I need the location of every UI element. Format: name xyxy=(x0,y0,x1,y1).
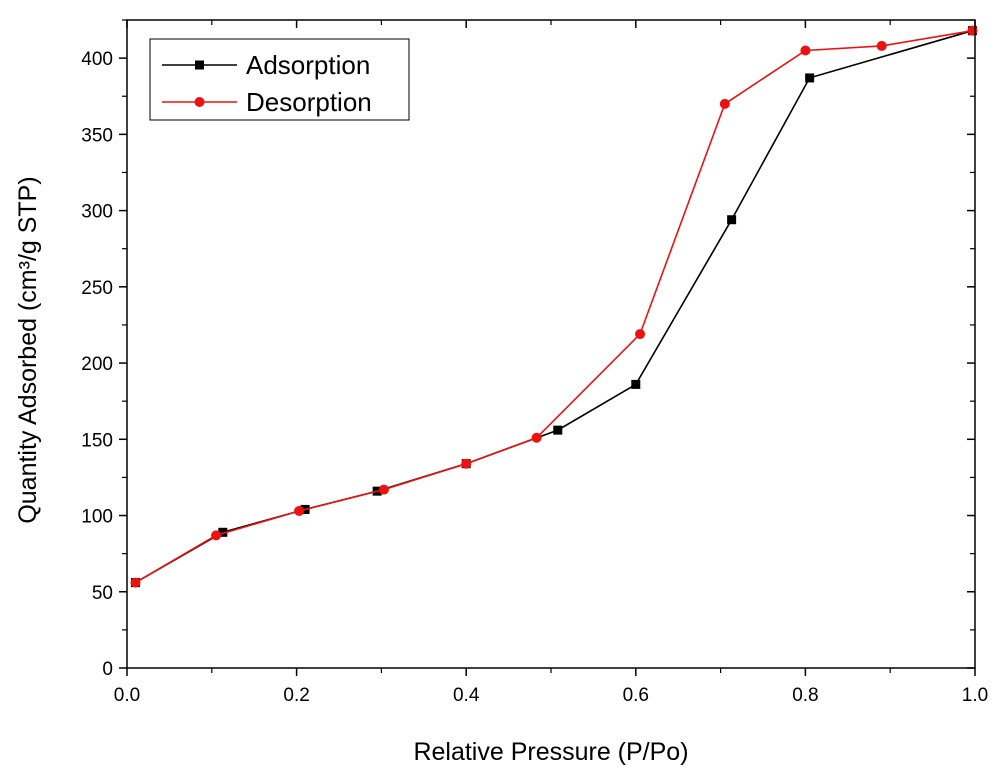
y-tick-label: 0 xyxy=(102,659,113,680)
desorption-point xyxy=(800,45,811,56)
legend-item-desorption: Desorption xyxy=(162,87,372,117)
adsorption-point xyxy=(727,215,737,225)
y-tick-label: 350 xyxy=(81,125,113,146)
desorption-point xyxy=(461,458,472,469)
adsorption-point xyxy=(805,73,815,83)
desorption-point xyxy=(719,98,730,109)
plot-frame xyxy=(126,19,976,669)
series-layer xyxy=(130,25,978,588)
x-tick-label: 1.0 xyxy=(962,685,988,706)
x-tick-label: 0.0 xyxy=(114,685,140,706)
desorption-point xyxy=(635,329,646,340)
y-tick-label: 150 xyxy=(81,430,113,451)
y-tick-label: 250 xyxy=(81,278,113,299)
minor-ticks xyxy=(122,19,975,673)
adsorption-point xyxy=(553,425,563,435)
series-desorption xyxy=(130,25,978,588)
y-tick-label: 200 xyxy=(81,354,113,375)
adsorption-point xyxy=(631,379,641,389)
desorption-point xyxy=(876,40,887,51)
x-tick-label: 0.2 xyxy=(283,685,309,706)
desorption-point xyxy=(294,505,305,516)
legend: Adsorption Desorption xyxy=(149,38,410,121)
x-tick-label: 0.8 xyxy=(792,685,818,706)
legend-label: Adsorption xyxy=(246,50,370,80)
adsorption-point xyxy=(218,527,228,537)
major-ticks xyxy=(119,20,976,676)
y-tick-label: 50 xyxy=(92,583,113,604)
desorption-point xyxy=(130,577,141,588)
y-axis-title: Quantity Adsorbed (cm³/g STP) xyxy=(14,176,42,523)
desorption-point xyxy=(531,432,542,443)
x-tick-label: 0.4 xyxy=(453,685,480,706)
legend-circle-marker xyxy=(194,97,205,107)
y-tick-labels: 0 50 100 150 200 250 300 350 400 xyxy=(81,49,113,680)
desorption-point xyxy=(967,25,978,36)
x-axis-title: Relative Pressure (P/Po) xyxy=(413,738,688,766)
x-tick-label: 0.6 xyxy=(623,685,649,706)
legend-item-adsorption: Adsorption xyxy=(162,50,370,80)
legend-box xyxy=(149,38,410,121)
legend-label: Desorption xyxy=(246,87,372,117)
y-tick-label: 400 xyxy=(81,49,113,70)
legend-square-marker xyxy=(195,60,204,70)
legend-items: Adsorption Desorption xyxy=(162,50,372,117)
desorption-point xyxy=(378,484,389,495)
y-tick-label: 300 xyxy=(81,202,113,223)
desorption-point xyxy=(211,530,222,541)
y-tick-label: 100 xyxy=(81,507,113,528)
x-tick-labels: 0.0 0.2 0.4 0.6 0.8 1.0 xyxy=(114,685,988,706)
